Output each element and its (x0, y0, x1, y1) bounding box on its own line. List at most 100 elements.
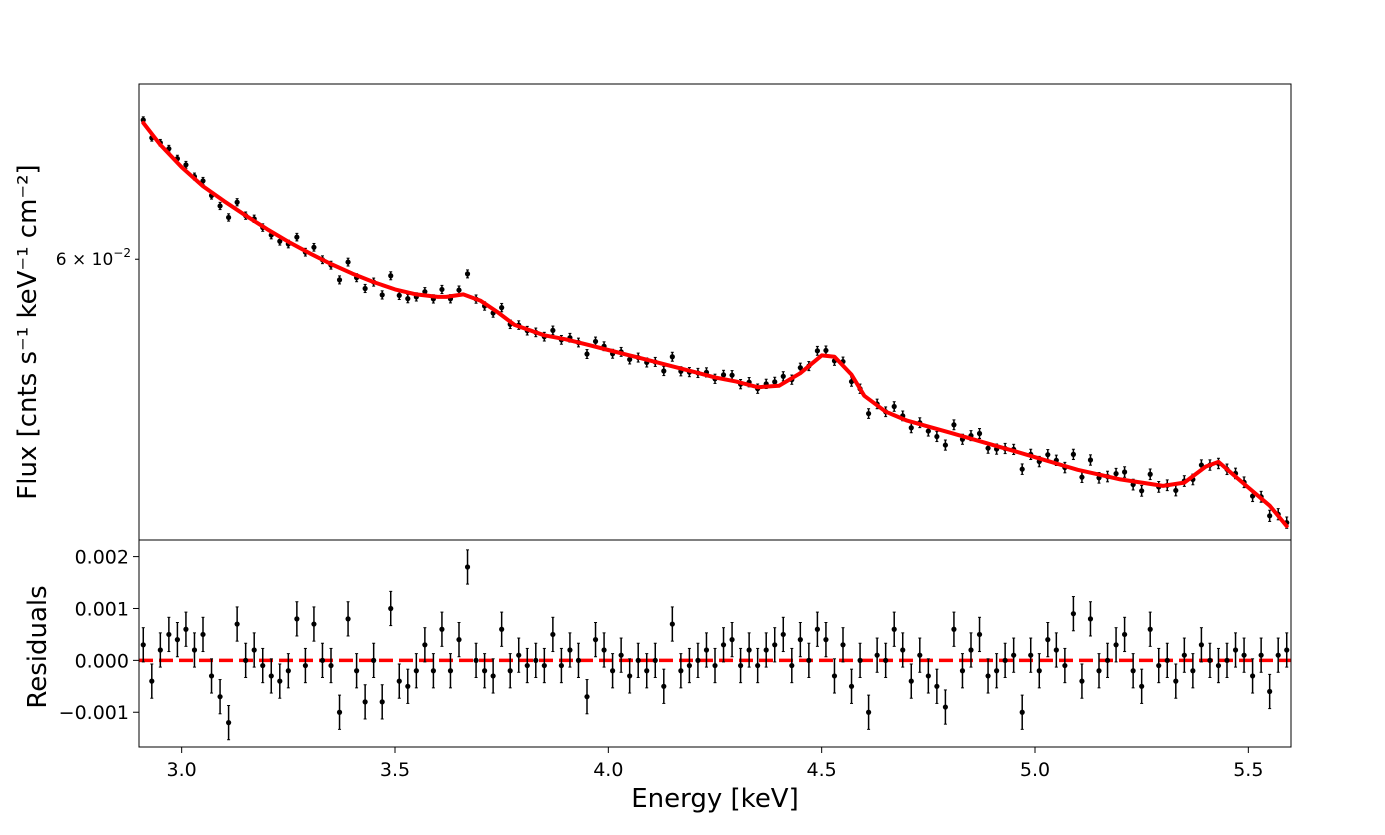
residual-marker (1275, 652, 1281, 658)
residual-marker (1036, 668, 1042, 674)
flux-marker (627, 356, 633, 363)
flux-data-point (976, 428, 983, 440)
residual-data-point (1104, 642, 1111, 678)
residual-marker (430, 668, 436, 674)
residual-data-point (1284, 632, 1290, 668)
flux-data-point (1122, 466, 1128, 478)
residual-data-point (1011, 637, 1017, 673)
flux-marker (584, 351, 590, 357)
residual-marker (1258, 652, 1264, 658)
residual-marker (789, 662, 795, 669)
residual-marker (1011, 652, 1017, 658)
residual-data-point (1096, 653, 1102, 689)
residual-data-point (592, 621, 599, 658)
residual-marker (226, 720, 232, 726)
residual-data-point (627, 658, 633, 694)
x-tick-label: 4.5 (807, 759, 837, 781)
residual-marker (558, 662, 565, 669)
flux-marker (592, 338, 599, 345)
residual-data-point (490, 658, 496, 694)
residual-marker (627, 673, 633, 679)
residual-data-point (840, 627, 846, 663)
residual-marker (388, 605, 394, 612)
flux-data-point (183, 160, 189, 169)
residual-marker (857, 657, 863, 663)
residual-marker (1019, 709, 1025, 715)
residual-data-point (729, 621, 735, 658)
residual-marker (669, 621, 675, 627)
residual-marker (584, 694, 590, 700)
residual-marker (447, 668, 454, 674)
flux-marker (925, 428, 931, 434)
residual-data-point (200, 616, 206, 653)
residual-marker (208, 673, 215, 679)
residual-marker (652, 657, 658, 663)
residual-marker (601, 647, 607, 653)
flux-data-point (379, 290, 385, 300)
flux-data-point (951, 419, 957, 431)
residual-data-point (1036, 653, 1042, 689)
residual-marker (772, 642, 778, 648)
residual-marker (695, 657, 701, 663)
flux-marker (226, 214, 232, 221)
residual-y-tick-label: 0.002 (75, 547, 129, 569)
flux-marker (1087, 457, 1094, 463)
residual-marker (1284, 647, 1290, 653)
residual-marker (1147, 626, 1153, 632)
residual-marker (959, 668, 966, 674)
residual-data-point (558, 647, 565, 684)
residual-data-point (874, 637, 880, 673)
residual-data-point (516, 637, 522, 673)
residual-data-point (797, 621, 803, 658)
residual-marker (499, 626, 505, 632)
flux-data-point (729, 370, 735, 381)
residual-data-point (567, 632, 573, 668)
flux-marker (1147, 471, 1153, 477)
residual-y-tick-label: −0.001 (59, 702, 129, 724)
flux-data-point (464, 269, 471, 279)
residual-marker (1224, 657, 1230, 663)
residual-data-point (268, 658, 274, 694)
flux-marker (908, 425, 914, 431)
residual-data-point (789, 647, 795, 684)
flux-data-point (942, 439, 949, 451)
residual-data-point (857, 642, 863, 678)
residual-marker (703, 647, 710, 653)
residual-marker (891, 626, 897, 632)
residual-data-point (703, 632, 710, 668)
residual-data-point (234, 606, 240, 642)
flux-marker (823, 347, 829, 354)
residual-marker (942, 704, 949, 710)
residual-data-point (831, 658, 838, 694)
flux-axis-label: Flux [cnts s⁻¹ keV⁻¹ cm⁻²] (13, 164, 43, 499)
residual-data-point (226, 704, 232, 741)
residual-marker (516, 652, 522, 658)
residual-marker (319, 657, 326, 663)
residual-marker (1139, 683, 1145, 689)
residual-data-point (183, 611, 189, 647)
flux-data-point (814, 345, 821, 356)
residual-data-point (482, 653, 488, 689)
flux-marker (140, 117, 146, 123)
residual-marker (1104, 657, 1111, 663)
residual-data-point (669, 606, 675, 642)
flux-marker (439, 286, 445, 293)
residual-marker (1122, 631, 1128, 638)
residual-marker (311, 621, 317, 627)
residual-data-point (1028, 637, 1034, 673)
residual-marker (1198, 642, 1204, 648)
flux-data-point (1070, 448, 1076, 461)
flux-marker (1019, 466, 1025, 472)
residual-data-point (1173, 663, 1179, 699)
flux-marker (277, 238, 283, 244)
flux-data-point (1019, 463, 1025, 475)
residual-data-point (806, 642, 812, 678)
x-tick-label: 5.5 (1233, 759, 1263, 781)
residual-data-point (584, 679, 590, 715)
residual-marker (678, 668, 684, 674)
residual-marker (1267, 688, 1273, 695)
residual-marker (473, 657, 479, 663)
residual-marker (268, 673, 274, 679)
